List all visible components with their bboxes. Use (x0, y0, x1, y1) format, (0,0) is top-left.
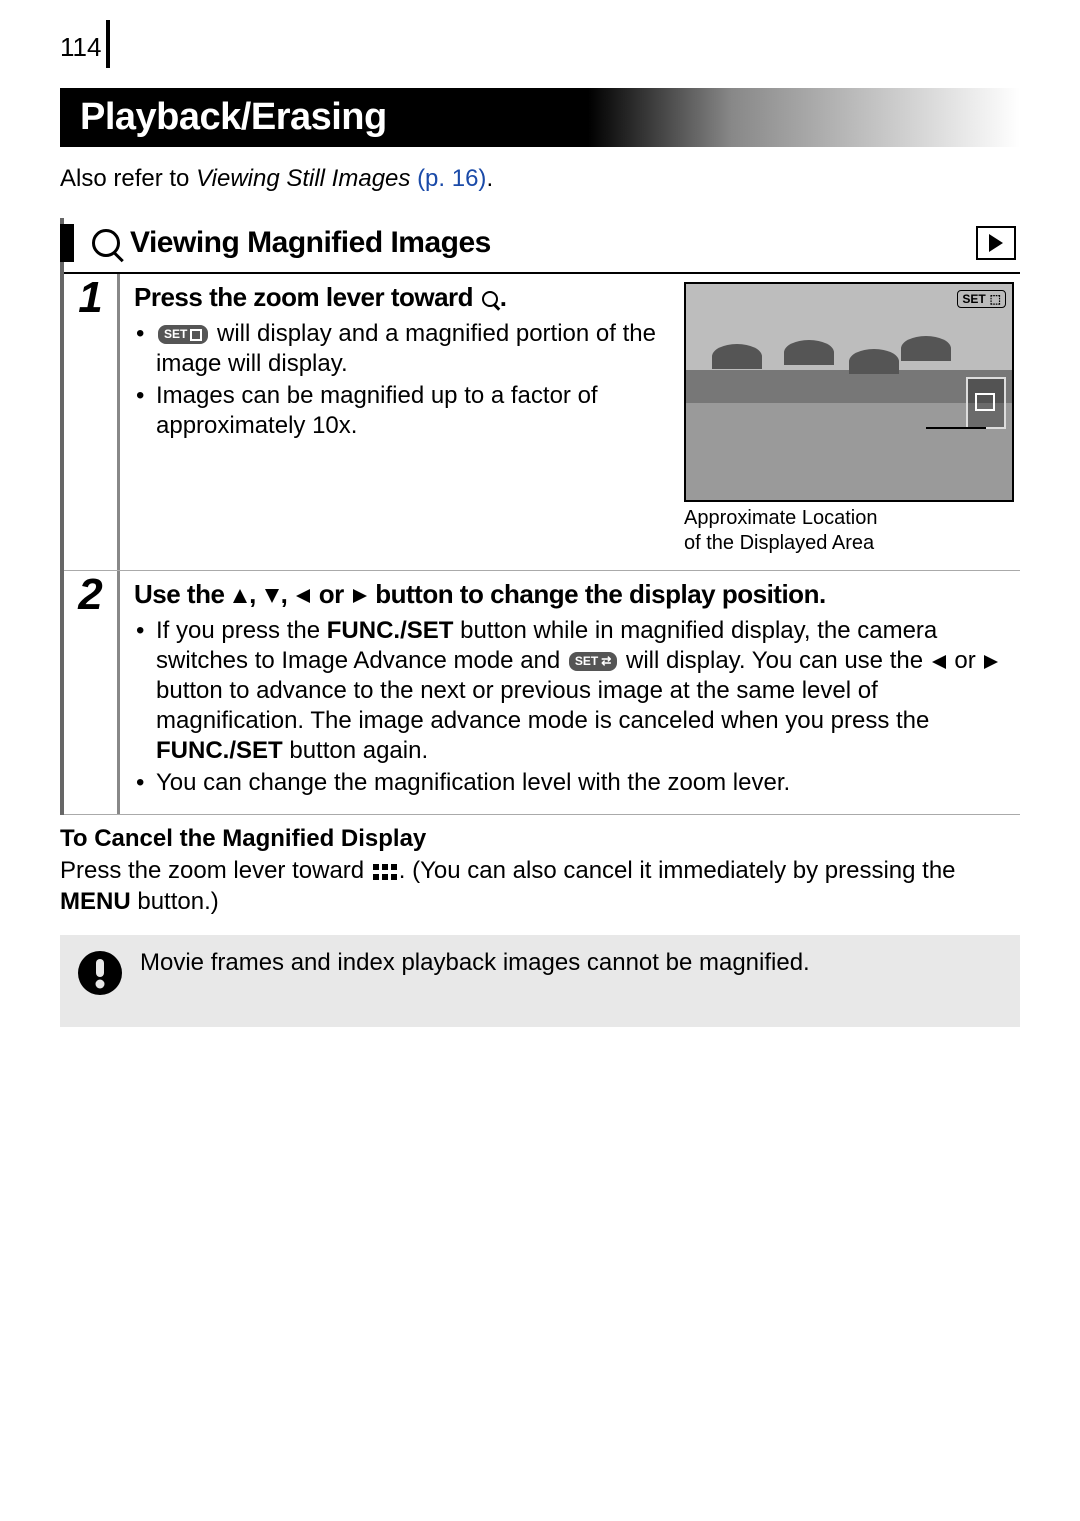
zoom-locator-icon (966, 377, 1006, 429)
page-number: 114 (60, 20, 110, 68)
step-2-heading: Use the , , or button to change the disp… (134, 579, 1014, 610)
note-text: Movie frames and index playback images c… (140, 949, 1004, 977)
camera-screen-figure: SET⬚ Approximate Location of the Display… (684, 282, 1014, 556)
magnify-icon (92, 229, 120, 257)
intro-text: Also refer to Viewing Still Images (p. 1… (60, 165, 1020, 193)
playback-mode-icon (976, 226, 1016, 260)
section-title: Viewing Magnified Images (130, 226, 491, 260)
step-1-heading: Press the zoom lever toward . (134, 282, 666, 313)
figure-caption: Approximate Location of the Displayed Ar… (684, 506, 1014, 556)
cancel-section: To Cancel the Magnified Display Press th… (60, 815, 1020, 935)
step-2: 2 Use the , , or button to change the di… (64, 571, 1020, 815)
set-badge: SET⬚ (957, 290, 1006, 308)
step-1-bullet-2: Images can be magnified up to a factor o… (156, 381, 666, 441)
left-arrow-icon (932, 655, 946, 669)
right-arrow-icon (984, 655, 998, 669)
section-title-row: Viewing Magnified Images (64, 218, 1020, 274)
note-box: Movie frames and index playback images c… (60, 935, 1020, 1027)
page-header: 114 (60, 20, 1020, 68)
instruction-block: Viewing Magnified Images 1 Press the zoo… (60, 218, 1020, 815)
step-1: 1 Press the zoom lever toward . SET will… (64, 274, 1020, 571)
up-arrow-icon (233, 589, 247, 603)
step-1-bullet-1: SET will display and a magnified portion… (156, 319, 666, 379)
set-icon: SET (158, 325, 208, 344)
right-arrow-icon (353, 589, 367, 603)
cancel-text: Press the zoom lever toward . (You can a… (60, 855, 1020, 917)
down-arrow-icon (265, 589, 279, 603)
set-icon: SET⇄ (569, 652, 617, 671)
magnify-icon (482, 291, 498, 307)
cancel-heading: To Cancel the Magnified Display (60, 825, 1020, 853)
step-2-bullet-1: If you press the FUNC./SET button while … (156, 616, 1014, 766)
left-arrow-icon (296, 589, 310, 603)
page-reference-link[interactable]: (p. 16) (417, 165, 486, 192)
section-marker (60, 224, 74, 262)
chapter-title: Playback/Erasing (60, 88, 1020, 147)
step-number: 2 (64, 571, 120, 814)
index-icon (373, 864, 397, 880)
step-number: 1 (64, 274, 120, 570)
warning-icon (76, 949, 124, 997)
step-2-bullet-2: You can change the magnification level w… (156, 768, 1014, 798)
